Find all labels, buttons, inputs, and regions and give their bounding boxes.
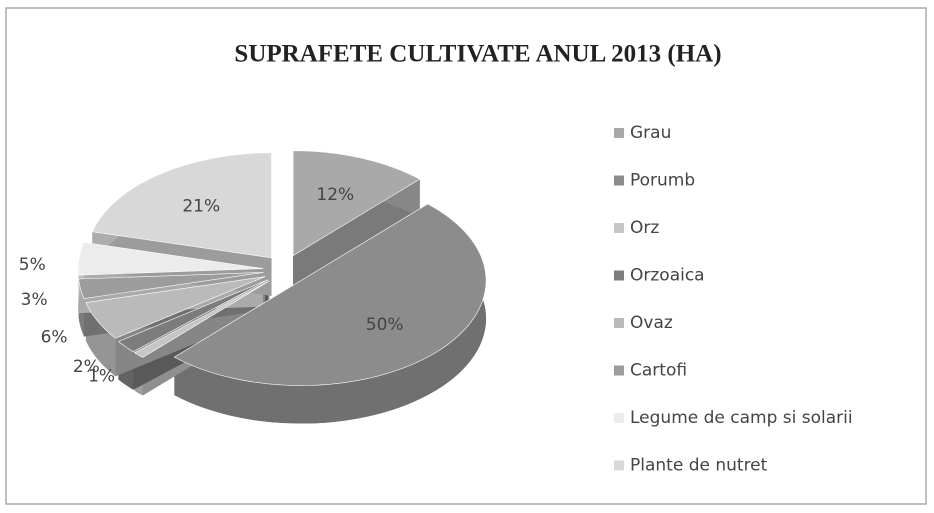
data-label: 1% [88, 366, 115, 386]
pie: 12% 50% 1%2%6% 3% 5% 21% [19, 150, 487, 424]
legend-swatch [614, 270, 624, 281]
legend-label: Porumb [630, 171, 695, 191]
legend-swatch [614, 318, 624, 328]
legend-label: Orzoaica [630, 266, 705, 286]
chart-title: SUPRAFETE CULTIVATE ANUL 2013 (HA) [234, 41, 721, 68]
slice [173, 203, 487, 386]
slice-wall [174, 204, 487, 424]
data-label: 5% [19, 255, 46, 275]
legend-label: Plante de nutret [630, 456, 768, 476]
legend-label: Cartofi [630, 361, 687, 381]
legend-swatch [614, 413, 624, 423]
legend-swatch [614, 175, 624, 186]
data-label: 50% [366, 315, 404, 335]
legend-swatch [614, 128, 624, 138]
slice [85, 276, 266, 339]
slice [91, 152, 272, 259]
legend-label: Legume de camp si solarii [630, 408, 853, 428]
legend: Grau Porumb Orz Orzoaica Ovaz Cartofi Legume d… [614, 123, 853, 476]
data-label: 2% [73, 357, 100, 377]
data-label: 3% [21, 290, 48, 310]
slice [292, 150, 421, 257]
legend-swatch [614, 223, 624, 233]
legend-label: Grau [630, 123, 671, 143]
data-label: 21% [182, 196, 220, 216]
legend-swatch [614, 365, 624, 376]
slice [117, 279, 269, 353]
slice [133, 280, 270, 358]
data-label: 6% [41, 327, 68, 347]
data-label: 12% [316, 185, 354, 205]
slice [78, 272, 264, 299]
slice [77, 242, 264, 276]
legend-label: Ovaz [630, 313, 673, 333]
legend-swatch [614, 460, 624, 471]
legend-label: Orz [630, 218, 659, 238]
slice-edge [293, 179, 420, 294]
